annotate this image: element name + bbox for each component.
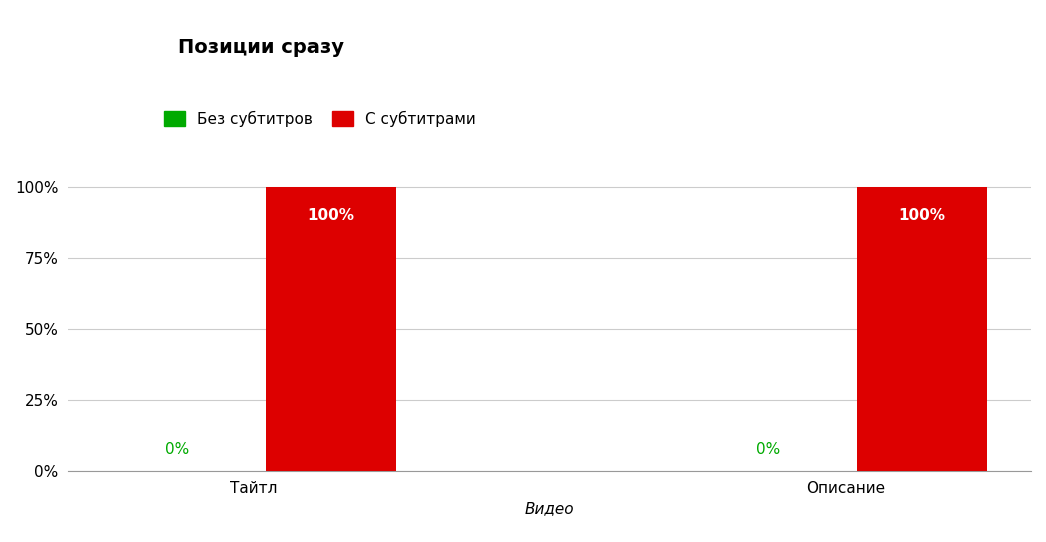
Bar bbox=[857, 187, 987, 471]
Legend: Без субтитров, С субтитрами: Без субтитров, С субтитрами bbox=[158, 105, 482, 133]
Text: 100%: 100% bbox=[899, 208, 946, 223]
Text: 0%: 0% bbox=[165, 442, 189, 457]
X-axis label: Видео: Видео bbox=[525, 501, 574, 516]
Text: 100%: 100% bbox=[308, 208, 355, 223]
Bar bbox=[266, 187, 395, 471]
Text: Позиции сразу: Позиции сразу bbox=[178, 38, 344, 57]
Text: 0%: 0% bbox=[756, 442, 780, 457]
